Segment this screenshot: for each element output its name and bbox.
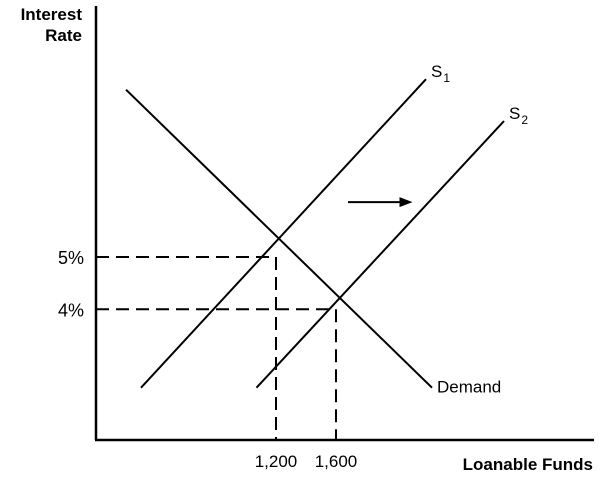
x-tick-label: 1,600 bbox=[315, 452, 358, 471]
arrow-head-icon bbox=[399, 197, 413, 208]
x-axis-title: Loanable Funds bbox=[463, 455, 593, 474]
y-axis-title-line-1: Interest bbox=[21, 5, 83, 24]
curve-demand bbox=[125, 88, 433, 389]
y-tick-label: 4% bbox=[58, 300, 84, 320]
reference-dashes bbox=[96, 255, 337, 440]
curve-label-s1: S1 bbox=[431, 62, 450, 85]
y-axis-title-line-2: Rate bbox=[45, 26, 82, 45]
curve-s2 bbox=[255, 120, 505, 389]
axes bbox=[94, 6, 594, 442]
labels: Interest Rate Loanable Funds S1 S2 Demand 5… bbox=[21, 5, 593, 474]
curve-label-s2: S2 bbox=[509, 104, 528, 127]
curve-label-demand: Demand bbox=[437, 378, 501, 397]
x-tick-label: 1,200 bbox=[255, 452, 298, 471]
curve-s1 bbox=[140, 78, 427, 389]
curves bbox=[125, 78, 505, 389]
y-tick-label: 5% bbox=[58, 248, 84, 268]
